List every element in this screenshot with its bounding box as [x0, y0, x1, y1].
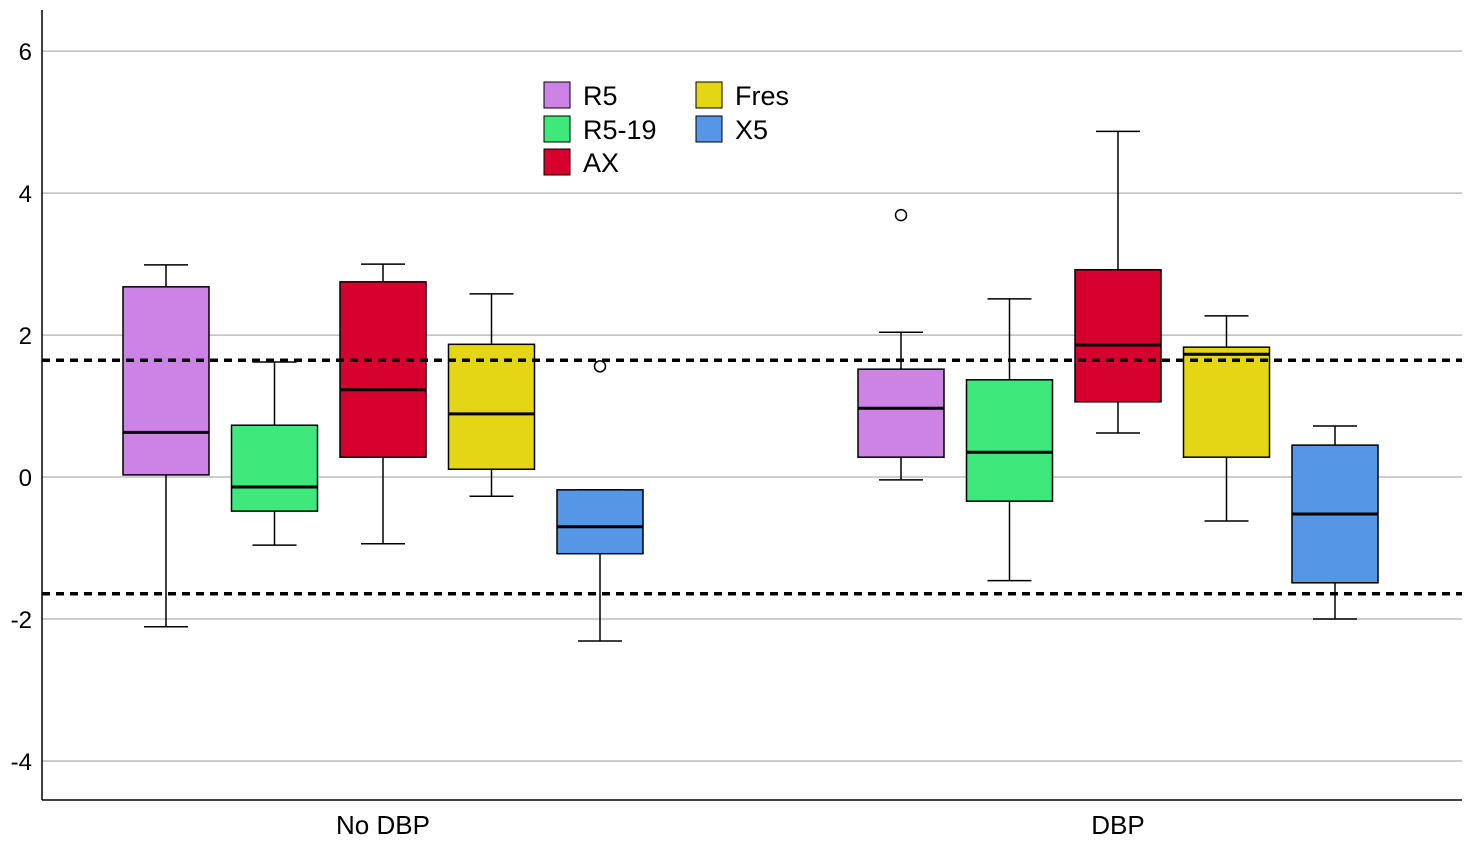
box-fres — [1182, 346, 1271, 458]
legend-swatch — [543, 81, 571, 109]
y-tick-label: -4 — [11, 749, 32, 776]
box-ax — [1074, 269, 1162, 403]
box-x5 — [556, 489, 644, 555]
legend-swatch — [543, 148, 571, 176]
box-ax — [339, 281, 427, 458]
legend-swatch — [543, 115, 571, 143]
outlier-point — [894, 208, 908, 222]
x-category-label: No DBP — [336, 810, 430, 840]
x-category-label: DBP — [1091, 810, 1144, 840]
y-tick-label: 0 — [19, 465, 32, 492]
y-tick-label: -2 — [11, 607, 32, 634]
box-r5 — [857, 368, 945, 458]
legend-label: AX — [583, 148, 619, 178]
box-r5-19 — [965, 379, 1054, 502]
box-fres — [447, 343, 536, 470]
legend-label: X5 — [735, 115, 768, 145]
legend-swatch — [695, 81, 723, 109]
box-r5 — [122, 286, 210, 476]
legend-label: Fres — [735, 81, 789, 111]
legend-label: R5 — [583, 81, 618, 111]
outlier-point — [593, 360, 607, 373]
legend-label: R5-19 — [583, 115, 657, 145]
y-tick-label: 4 — [19, 181, 32, 208]
y-tick-label: 6 — [19, 39, 32, 66]
box-r5-19 — [230, 424, 319, 512]
legend-swatch — [695, 115, 723, 143]
y-tick-label: 2 — [19, 323, 32, 350]
